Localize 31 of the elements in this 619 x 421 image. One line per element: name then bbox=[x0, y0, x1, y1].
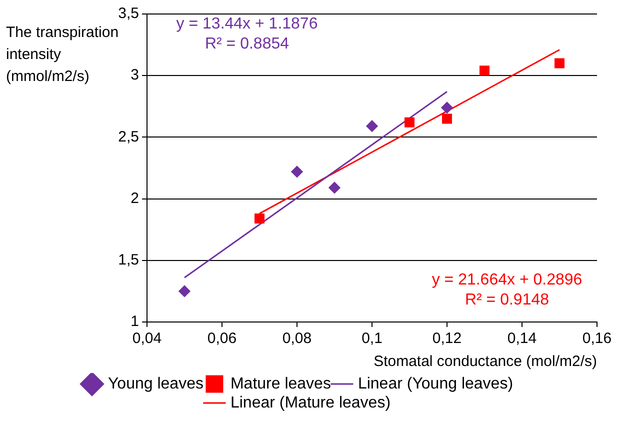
y-tick-label: 1 bbox=[130, 313, 139, 330]
x-axis-title: Stomatal conductance (mol/m2/s) bbox=[374, 353, 597, 370]
point bbox=[366, 120, 378, 132]
legend-label: Linear (Young leaves) bbox=[358, 375, 514, 392]
x-tick-label: 0,04 bbox=[132, 330, 162, 348]
y-tick-label: 2,5 bbox=[118, 128, 139, 146]
point bbox=[441, 102, 453, 114]
point bbox=[442, 114, 452, 124]
point bbox=[291, 166, 303, 178]
point bbox=[404, 117, 414, 128]
annotation: y = 21.664x + 0.2896 R² = 0.9148 bbox=[432, 271, 582, 308]
legend-label: Mature leaves bbox=[230, 375, 331, 392]
x-tick-label: 0,08 bbox=[282, 330, 312, 348]
annotation: y = 13.44x + 1.1876 R² = 0.8854 bbox=[176, 15, 318, 52]
y-tick-label: 2 bbox=[130, 190, 139, 207]
y-axis-title: The transpiration intensity (mmol/m2/s) bbox=[6, 24, 119, 86]
y-tick-label: 3,5 bbox=[118, 5, 139, 22]
point bbox=[254, 214, 264, 224]
point bbox=[480, 66, 490, 76]
point bbox=[328, 182, 340, 194]
y-tick-label: 1,5 bbox=[118, 252, 139, 269]
x-tick-label: 0,12 bbox=[432, 330, 462, 348]
legend-label: Young leaves bbox=[108, 375, 204, 392]
legend-label: Linear (Mature leaves) bbox=[230, 394, 391, 412]
x-tick-label: 0,14 bbox=[507, 330, 537, 348]
x-tick-label: 0,06 bbox=[207, 330, 237, 348]
y-tick-label: 3 bbox=[130, 66, 139, 84]
point bbox=[554, 58, 564, 68]
x-tick-label: 0,1 bbox=[362, 330, 382, 348]
point bbox=[178, 285, 190, 297]
x-tick-label: 0,16 bbox=[582, 330, 612, 348]
